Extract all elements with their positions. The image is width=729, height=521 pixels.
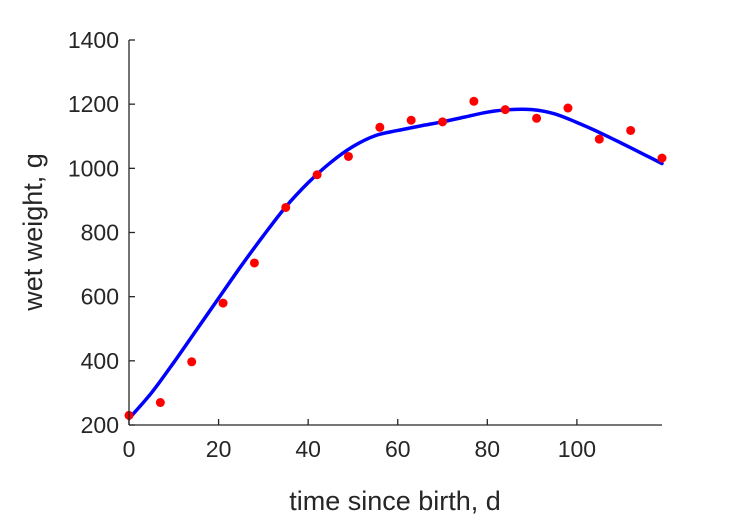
data-point — [657, 153, 667, 163]
fit-line — [127, 107, 664, 421]
y-tick-label: 600 — [81, 284, 119, 310]
data-point — [469, 96, 479, 106]
data-point — [218, 298, 228, 308]
data-point — [155, 398, 165, 408]
data-point — [375, 122, 385, 132]
x-tick-label: 0 — [123, 436, 136, 462]
x-axis-label: time since birth, d — [289, 486, 501, 516]
axes: 0 20 40 60 80 100 200 400 600 800 1000 1200 1400 — [68, 27, 662, 462]
x-tick-label: 40 — [295, 436, 321, 462]
y-tick-label: 1000 — [68, 155, 119, 181]
data-point — [438, 117, 448, 127]
x-tick-label: 80 — [475, 436, 501, 462]
data-point — [626, 125, 636, 135]
data-marks — [124, 96, 667, 421]
data-point — [343, 151, 353, 161]
data-point — [532, 113, 542, 123]
data-point — [187, 357, 197, 367]
y-tick-label: 200 — [81, 412, 119, 438]
y-tick-label: 400 — [81, 348, 119, 374]
y-tick-label: 800 — [81, 220, 119, 246]
y-tick-label: 1400 — [68, 27, 119, 53]
data-point — [406, 115, 416, 125]
data-point — [281, 202, 291, 212]
data-point — [500, 105, 510, 115]
data-point — [594, 134, 604, 144]
y-axis-label: wet weight, g — [18, 153, 48, 312]
y-tick-label: 1200 — [68, 91, 119, 117]
x-tick-label: 20 — [206, 436, 232, 462]
data-point — [563, 103, 573, 113]
data-point — [312, 170, 322, 180]
x-tick-label: 100 — [558, 436, 596, 462]
x-tick-label: 60 — [385, 436, 411, 462]
data-point — [249, 258, 259, 268]
